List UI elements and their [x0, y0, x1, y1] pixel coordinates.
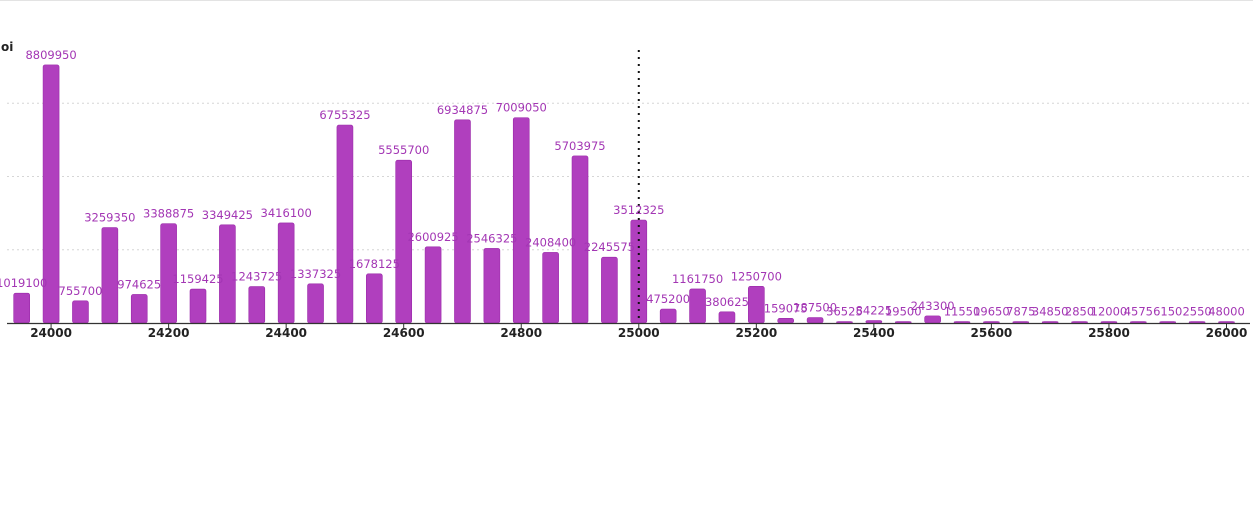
data-label: 5703975	[554, 139, 605, 153]
data-label: 755700	[59, 284, 103, 298]
data-label: 243300	[911, 299, 955, 313]
data-label: 1161750	[672, 272, 723, 286]
bar	[1071, 321, 1088, 324]
bar	[983, 321, 1000, 324]
bar	[748, 286, 765, 324]
x-tick-label: 26000	[1206, 326, 1248, 340]
bar	[307, 283, 324, 324]
x-tick-label: 24000	[30, 326, 72, 340]
data-label: 187500	[793, 301, 837, 315]
bar	[130, 294, 148, 324]
x-tick-label: 25000	[618, 326, 660, 340]
bar	[865, 320, 883, 324]
bar	[1012, 321, 1030, 324]
bar	[836, 321, 853, 324]
x-tick-label: 24400	[265, 326, 307, 340]
x-tick-label: 24800	[500, 326, 542, 340]
bar	[1041, 321, 1059, 324]
bar	[13, 292, 30, 324]
data-label: 12000	[1091, 305, 1128, 319]
data-label: 1678125	[349, 257, 400, 271]
data-labels: 1019100 8809950 755700 3259350 974625 3388875…	[0, 48, 1245, 319]
data-label: 2546325	[466, 231, 517, 245]
data-label: 3416100	[261, 206, 312, 220]
y-axis-label: oi	[1, 40, 13, 54]
data-label: 6150	[1153, 305, 1182, 319]
data-label: 34850	[1032, 305, 1069, 319]
data-label: 7875	[1006, 305, 1035, 319]
bar	[1188, 321, 1206, 324]
data-label: 6755325	[319, 108, 370, 122]
data-label: 7009050	[496, 101, 547, 115]
data-label: 475200	[646, 292, 690, 306]
x-tick-label: 24200	[148, 326, 190, 340]
bar	[483, 248, 501, 324]
bar	[1159, 321, 1177, 324]
data-label: 380625	[705, 295, 749, 309]
bar	[101, 227, 119, 324]
bar	[542, 252, 559, 324]
bar	[894, 321, 912, 324]
data-label: 1019100	[0, 276, 47, 290]
x-tick-label: 25800	[1088, 326, 1130, 340]
data-label: 4575	[1124, 305, 1153, 319]
bar	[1100, 321, 1118, 324]
data-label: 1243725	[231, 270, 282, 284]
data-label: 1337325	[290, 267, 341, 281]
bar	[1130, 321, 1147, 324]
bar	[689, 288, 706, 324]
x-tick-label: 24600	[383, 326, 425, 340]
bar	[659, 308, 677, 324]
gridlines	[7, 102, 1250, 251]
x-tick-label: 25200	[735, 326, 777, 340]
data-label: 2550	[1182, 305, 1211, 319]
data-label: 2408400	[525, 235, 576, 249]
data-label: 19650	[973, 305, 1010, 319]
data-label: 84225	[856, 304, 893, 318]
data-label: 2600925	[407, 230, 458, 244]
data-label: 6934875	[437, 103, 488, 117]
data-label: 3388875	[143, 207, 194, 221]
bar	[512, 117, 530, 324]
data-label: 48000	[1208, 305, 1245, 319]
data-label: 11550	[944, 305, 981, 319]
data-label: 36525	[826, 305, 863, 319]
data-label: 3349425	[202, 208, 253, 222]
bar	[248, 286, 266, 324]
data-label: 3259350	[84, 211, 135, 225]
data-label: 1159425	[172, 272, 223, 286]
data-label: 2245575	[584, 240, 635, 254]
bar	[336, 124, 354, 324]
data-label: 8809950	[25, 48, 76, 62]
bar	[189, 288, 207, 324]
bar	[718, 311, 736, 324]
bar	[601, 256, 618, 324]
data-label: 5555700	[378, 143, 429, 157]
data-label: 974625	[117, 277, 161, 291]
data-label: 159075	[764, 301, 808, 315]
data-label: 19500	[885, 305, 922, 319]
bar	[777, 318, 795, 324]
bar	[454, 119, 471, 324]
x-tick-label: 25600	[971, 326, 1013, 340]
bar	[924, 315, 941, 324]
data-label: 2850	[1065, 305, 1094, 319]
data-label: 1250700	[731, 269, 782, 283]
x-tick-label: 25400	[853, 326, 895, 340]
x-axis-ticks: 24000 24200 24400 24600 24800 25000 25200 25400…	[30, 323, 1247, 340]
bar	[1218, 321, 1235, 324]
data-label: 3512325	[613, 203, 664, 217]
bar	[72, 300, 89, 324]
bar	[806, 317, 824, 324]
bar	[424, 246, 442, 324]
bar	[630, 219, 648, 324]
bar	[366, 273, 383, 324]
bar	[953, 321, 971, 324]
bars	[13, 64, 1235, 324]
top-divider	[0, 0, 1253, 1]
